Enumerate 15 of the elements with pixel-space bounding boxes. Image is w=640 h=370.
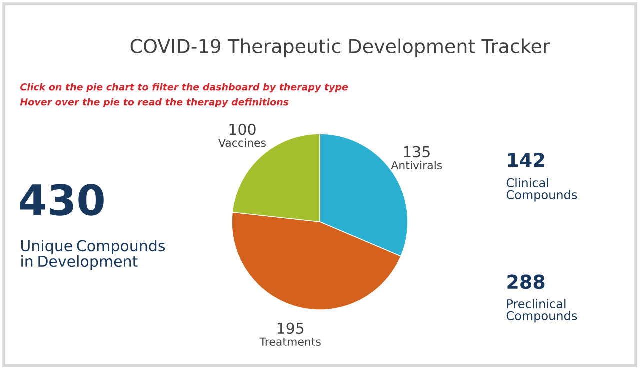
data-label: 100 <box>230 124 256 136</box>
data-label: 135 <box>404 146 430 158</box>
slice-label: Treatments <box>260 338 321 346</box>
text: Preclinical Compounds <box>506 299 578 323</box>
slice-label: Vaccines <box>218 138 266 148</box>
data-label: 195 <box>278 322 304 334</box>
slice-label: Antivirals <box>391 161 442 170</box>
text: 142 <box>508 152 544 168</box>
text: Click on the pie chart to filter the dashboard by therapy type <box>20 83 348 93</box>
text: Unique Compounds in Development <box>22 240 166 270</box>
text: 288 <box>508 274 545 290</box>
text: 430 <box>20 184 104 216</box>
text: Hover over the pie to read the therapy definitions <box>20 98 289 108</box>
text: Clinical Compounds <box>506 178 578 202</box>
chart-title: COVID-19 Therapeutic Development Tracker <box>130 38 550 58</box>
